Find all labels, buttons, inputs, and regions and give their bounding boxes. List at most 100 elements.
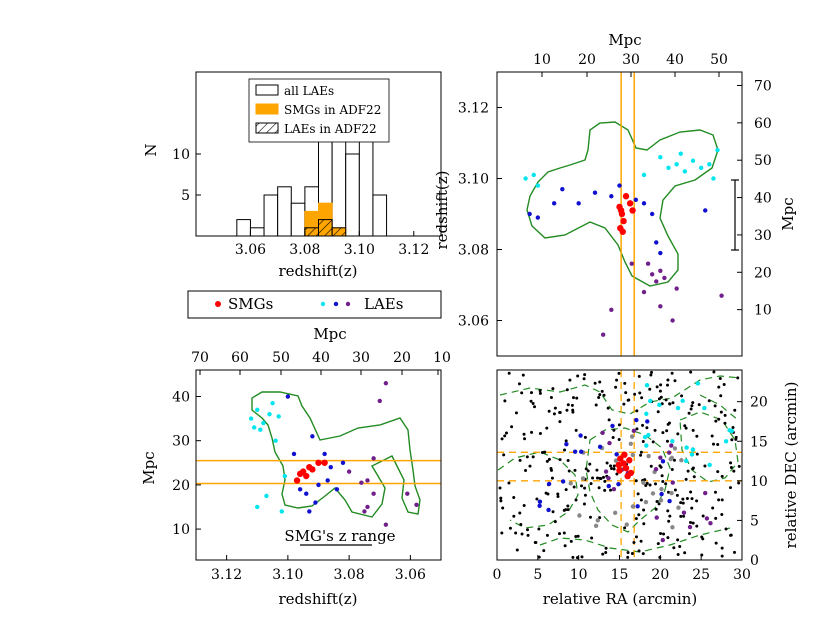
sky-galaxy-point xyxy=(642,522,646,526)
hist-ytick-label: 10 xyxy=(172,147,190,163)
point-smg xyxy=(626,200,634,207)
sky-galaxy-point xyxy=(670,371,674,375)
sky-gray-point xyxy=(650,491,656,496)
sky-galaxy-point xyxy=(591,476,595,480)
sky-galaxy-point xyxy=(573,468,577,472)
sky-galaxy-point xyxy=(515,548,519,552)
sky-gray-point xyxy=(593,523,599,529)
sky-galaxy-point xyxy=(651,440,655,444)
sky-galaxy-point xyxy=(604,551,608,555)
sky-map-xtick-label: 10 xyxy=(570,567,588,583)
point-lae-blue xyxy=(560,186,565,192)
point-lae-cyan xyxy=(255,504,260,510)
sky-galaxy-point xyxy=(657,502,661,506)
sky-galaxy-point xyxy=(689,490,693,494)
sky-galaxy-point xyxy=(630,552,634,556)
redshift-ra-ylabel: redshift(z) xyxy=(433,171,451,250)
legend-swatch-laes-in-adf22 xyxy=(255,122,279,134)
sky-contour-lower xyxy=(539,527,731,553)
sky-lae-blue-point xyxy=(610,423,615,429)
sky-map-xlabel: relative RA (arcmin) xyxy=(543,590,698,608)
mpc-redshift-ytick-label: 40 xyxy=(172,390,190,406)
sky-galaxy-point xyxy=(564,488,568,492)
sky-galaxy-point xyxy=(624,391,628,395)
sky-lae-blue-point xyxy=(660,459,666,464)
sky-galaxy-point xyxy=(522,503,526,507)
sky-galaxy-point xyxy=(666,536,670,540)
hist-xtick-label: 3.10 xyxy=(344,242,375,258)
sky-galaxy-point xyxy=(637,513,641,517)
sky-lae-purple-point xyxy=(611,486,617,492)
sky-galaxy-point xyxy=(720,498,724,502)
point-lae-blue xyxy=(340,460,346,465)
sky-galaxy-point xyxy=(645,426,649,430)
sky-galaxy-point xyxy=(664,398,668,402)
sky-galaxy-point xyxy=(649,464,653,468)
histogram-ticks: 3.06 3.08 3.10 3.12 5 10 xyxy=(172,147,429,258)
point-smg xyxy=(619,228,626,235)
point-lae-blue xyxy=(633,197,639,202)
sky-galaxy-point xyxy=(520,391,524,395)
histogram-legend: all LAEs SMGs in ADF22 LAEs in ADF22 xyxy=(248,78,390,143)
mpc-redshift-x2tick-label: 60 xyxy=(231,350,249,366)
sky-galaxy-point xyxy=(736,376,740,380)
sky-map-y2tick-label: 0 xyxy=(750,553,759,569)
sky-galaxy-point xyxy=(676,538,680,542)
sky-galaxy-point xyxy=(722,382,726,386)
sky-galaxy-point xyxy=(638,391,642,395)
legend-label-all-laes: all LAEs xyxy=(284,84,334,98)
sky-galaxy-point xyxy=(670,467,674,471)
sky-gray-point xyxy=(670,525,675,530)
sky-galaxy-point xyxy=(665,439,669,443)
sky-galaxy-point xyxy=(617,437,621,441)
sky-lae-purple-point xyxy=(600,430,605,435)
redshift-ra-y2tick-label: 50 xyxy=(754,153,772,169)
hist-bar-all-laes xyxy=(263,194,279,237)
point-lae-purple xyxy=(359,480,364,485)
sky-galaxy-point xyxy=(714,419,718,423)
sky-galaxy-point xyxy=(595,476,599,480)
sky-galaxy-point xyxy=(684,426,688,430)
sky-lae-blue-point xyxy=(634,417,639,423)
point-lae-blue xyxy=(551,201,557,206)
sky-galaxy-point xyxy=(656,410,660,414)
sky-galaxy-point xyxy=(588,462,592,466)
sky-galaxy-point xyxy=(612,467,616,471)
sky-lae-purple-point xyxy=(603,469,609,474)
sky-galaxy-point xyxy=(679,501,683,505)
sky-galaxy-point xyxy=(537,555,541,559)
point-lae-cyan xyxy=(255,407,260,412)
sky-smg-point xyxy=(620,460,627,467)
sky-galaxy-point xyxy=(617,423,621,427)
redshift-ra-x2tick-label: 20 xyxy=(578,52,596,68)
legend-swatch-smgs-in-adf22 xyxy=(255,103,279,115)
sky-galaxy-point xyxy=(731,426,735,430)
sky-galaxy-point xyxy=(549,466,553,470)
sky-galaxy-point xyxy=(507,371,511,375)
sky-galaxy-point xyxy=(583,486,587,490)
sky-galaxy-point xyxy=(672,458,676,462)
point-lae-purple xyxy=(365,504,370,510)
sky-galaxy-point xyxy=(582,502,586,506)
sky-lae-blue-point xyxy=(606,483,611,489)
sky-galaxy-point xyxy=(679,514,683,518)
sky-galaxy-point xyxy=(689,407,693,411)
sky-galaxy-point xyxy=(723,413,727,417)
sky-galaxy-point xyxy=(660,474,664,478)
sky-galaxy-point xyxy=(657,397,661,401)
sky-galaxy-point xyxy=(685,496,689,500)
point-lae-blue xyxy=(313,500,318,505)
sky-galaxy-point xyxy=(605,461,609,465)
point-smg xyxy=(321,459,328,466)
sky-galaxy-point xyxy=(717,417,721,421)
sky-map-y2label: relative DEC (arcmin) xyxy=(782,382,800,549)
redshift-ra-points xyxy=(523,147,724,337)
sky-galaxy-point xyxy=(507,481,511,485)
sky-contour-upper-right xyxy=(699,394,739,421)
point-lae-purple xyxy=(658,268,663,273)
sky-galaxy-point xyxy=(678,545,682,549)
point-smg xyxy=(293,477,301,484)
sky-galaxy-point xyxy=(642,508,646,512)
sky-galaxy-point xyxy=(643,478,647,482)
point-lae-blue xyxy=(285,394,291,399)
